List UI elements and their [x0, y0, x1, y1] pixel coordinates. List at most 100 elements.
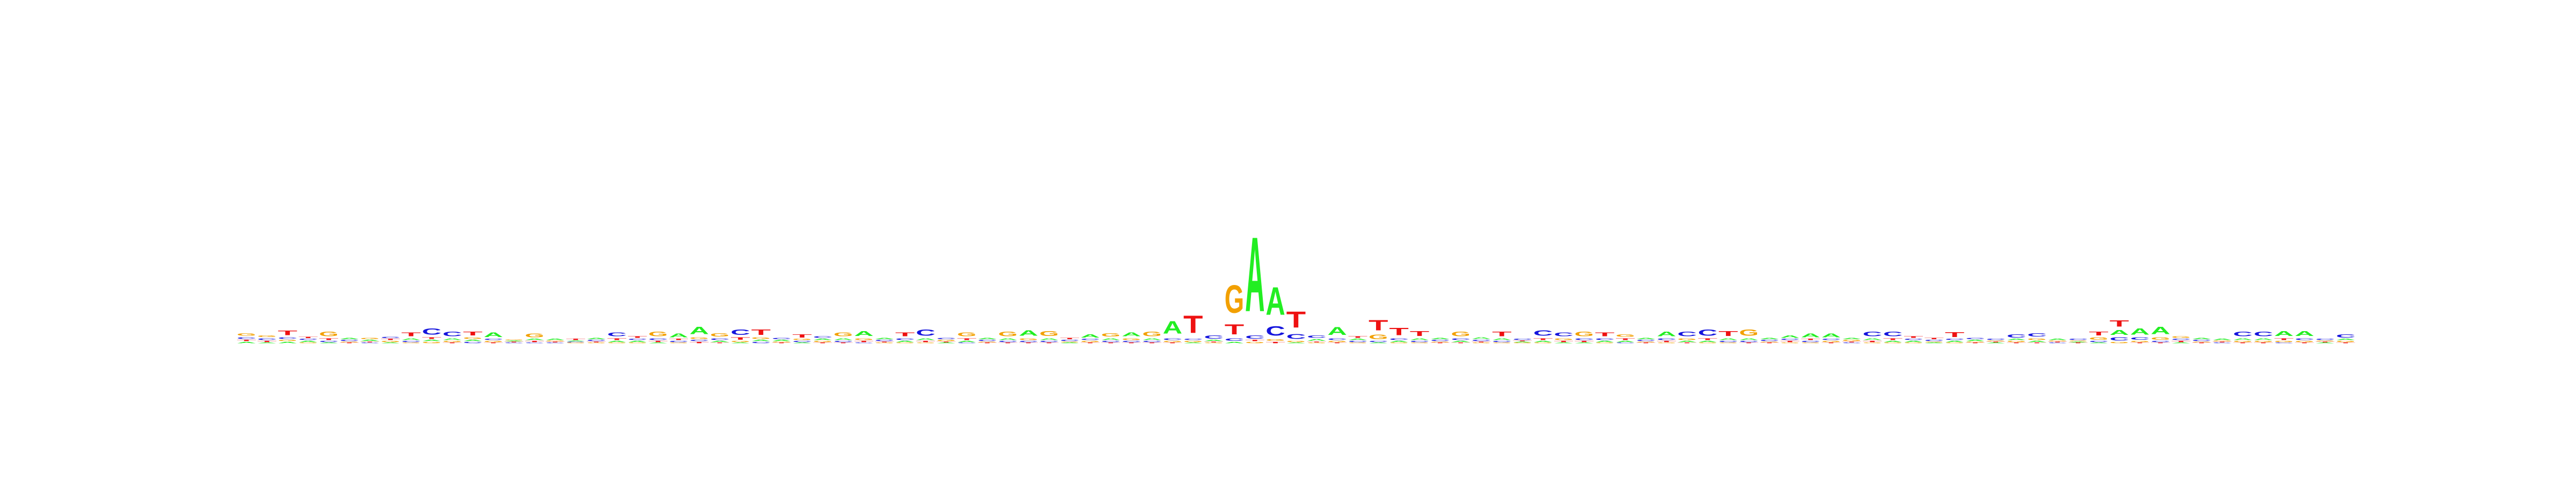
- logo-letter-a: A: [257, 342, 276, 343]
- logo-letter-a: A: [648, 342, 668, 343]
- logo-letter-c: C: [1986, 339, 2006, 341]
- logo-letter-t: T: [1615, 338, 1635, 341]
- logo-letter-a: A: [442, 338, 462, 341]
- logo-letter-a: A: [1842, 338, 1861, 340]
- logo-letter-a: A: [1883, 340, 1902, 342]
- logo-letter-t: T: [484, 342, 503, 343]
- logo-letter-t: T: [2068, 342, 2088, 343]
- logo-letter-g: G: [1451, 331, 1470, 338]
- logo-glyph-layer: ATCGATCGAGCTGACTACTGTGCACTAGAGTCGCATGATC…: [237, 215, 2355, 343]
- logo-letter-g: G: [442, 341, 462, 343]
- logo-letter-t: T: [1883, 338, 1903, 341]
- logo-letter-g: G: [1183, 341, 1203, 343]
- logo-letter-a: A: [998, 338, 1018, 341]
- logo-letter-c: C: [628, 339, 647, 341]
- logo-letter-c: C: [2048, 342, 2067, 343]
- logo-letter-g: G: [854, 338, 873, 341]
- logo-letter-a: A: [1163, 318, 1182, 338]
- logo-letter-c: C: [2068, 339, 2088, 341]
- logo-letter-c: C: [957, 342, 976, 343]
- logo-letter-c: C: [1307, 334, 1326, 339]
- logo-letter-a: A: [401, 338, 421, 341]
- logo-letter-a: A: [669, 333, 688, 339]
- logo-letter-c: C: [833, 340, 853, 342]
- logo-letter-a: A: [1821, 333, 1841, 339]
- logo-letter-c: C: [422, 326, 441, 336]
- logo-letter-a: A: [545, 339, 565, 341]
- logo-letter-a: A: [2048, 339, 2067, 341]
- logo-letter-t: T: [833, 342, 853, 343]
- logo-letter-g: G: [360, 338, 379, 340]
- logo-letter-t: T: [278, 330, 297, 336]
- logo-letter-a: A: [1986, 342, 2006, 343]
- logo-letter-g: G: [1615, 334, 1635, 338]
- logo-letter-t: T: [380, 339, 400, 341]
- logo-letter-c: C: [1842, 342, 1861, 343]
- logo-letter-a: A: [1040, 338, 1059, 341]
- logo-letter-t: T: [1163, 342, 1183, 343]
- logo-letter-t: T: [1842, 341, 1862, 342]
- logo-letter-g: G: [257, 334, 276, 338]
- logo-letter-g: G: [380, 341, 400, 343]
- logo-letter-a: A: [1327, 325, 1346, 338]
- logo-letter-g: G: [319, 331, 338, 338]
- logo-letter-t: T: [1225, 321, 1244, 338]
- logo-letter-t: T: [340, 342, 360, 343]
- logo-letter-a: A: [1554, 342, 1573, 343]
- logo-letter-c: C: [730, 327, 750, 336]
- logo-letter-t: T: [587, 341, 606, 342]
- logo-letter-t: T: [1554, 340, 1574, 342]
- logo-letter-g: G: [1739, 328, 1758, 338]
- logo-letter-a: A: [298, 340, 318, 342]
- logo-letter-g: G: [1513, 342, 1532, 343]
- logo-letter-c: C: [587, 340, 606, 342]
- logo-letter-g: G: [1472, 342, 1491, 343]
- logo-letter-c: C: [854, 342, 873, 343]
- logo-letter-c: C: [2007, 333, 2026, 338]
- logo-letter-c: C: [484, 339, 503, 341]
- logo-letter-t: T: [1986, 341, 2006, 342]
- logo-letter-t: T: [628, 335, 648, 339]
- logo-letter-c: C: [401, 340, 421, 342]
- logo-letter-a: A: [936, 342, 956, 343]
- logo-letter-a: A: [1533, 340, 1553, 342]
- logo-letter-c: C: [2213, 342, 2232, 343]
- logo-letter-t: T: [1389, 326, 1409, 338]
- logo-letter-t: T: [1636, 342, 1656, 343]
- logo-letter-t: T: [1080, 342, 1100, 343]
- logo-letter-g: G: [1327, 341, 1346, 343]
- logo-letter-g: G: [2007, 341, 2026, 343]
- logo-letter-t: T: [957, 338, 977, 341]
- logo-letter-c: C: [2110, 336, 2129, 341]
- logo-letter-a: A: [1348, 339, 1367, 341]
- logo-letter-g: G: [648, 331, 668, 338]
- logo-letter-g: G: [1965, 341, 1985, 342]
- logo-letter-c: C: [1410, 340, 1429, 342]
- logo-letter-g: G: [751, 336, 771, 340]
- logo-letter-a: A: [1698, 340, 1717, 342]
- logo-letter-a: A: [1965, 340, 1985, 342]
- logo-letter-a: A: [1945, 340, 1964, 342]
- logo-letter-g: G: [2130, 341, 2149, 343]
- logo-letter-a: A: [2295, 330, 2314, 338]
- logo-letter-a: A: [1142, 338, 1161, 341]
- logo-letter-g: G: [998, 331, 1018, 338]
- logo-letter-g: G: [504, 340, 524, 341]
- logo-letter-a: A: [2336, 339, 2355, 341]
- logo-letter-c: C: [710, 338, 729, 341]
- logo-letter-c: C: [1327, 338, 1346, 341]
- logo-letter-g: G: [2192, 341, 2211, 342]
- logo-letter-a: A: [484, 332, 503, 339]
- logo-letter-g: G: [1718, 342, 1738, 343]
- logo-letter-t: T: [2213, 341, 2233, 342]
- logo-letter-t: T: [1060, 338, 1080, 340]
- logo-letter-g: G: [916, 342, 935, 343]
- logo-letter-t: T: [998, 342, 1018, 343]
- logo-letter-g: G: [1533, 342, 1553, 343]
- logo-letter-c: C: [2089, 340, 2108, 342]
- logo-letter-c: C: [2315, 339, 2334, 341]
- logo-letter-g: G: [2274, 341, 2294, 343]
- logo-letter-c: C: [1965, 338, 1985, 340]
- logo-letter-g: G: [833, 332, 853, 338]
- logo-letter-g: G: [1307, 342, 1326, 343]
